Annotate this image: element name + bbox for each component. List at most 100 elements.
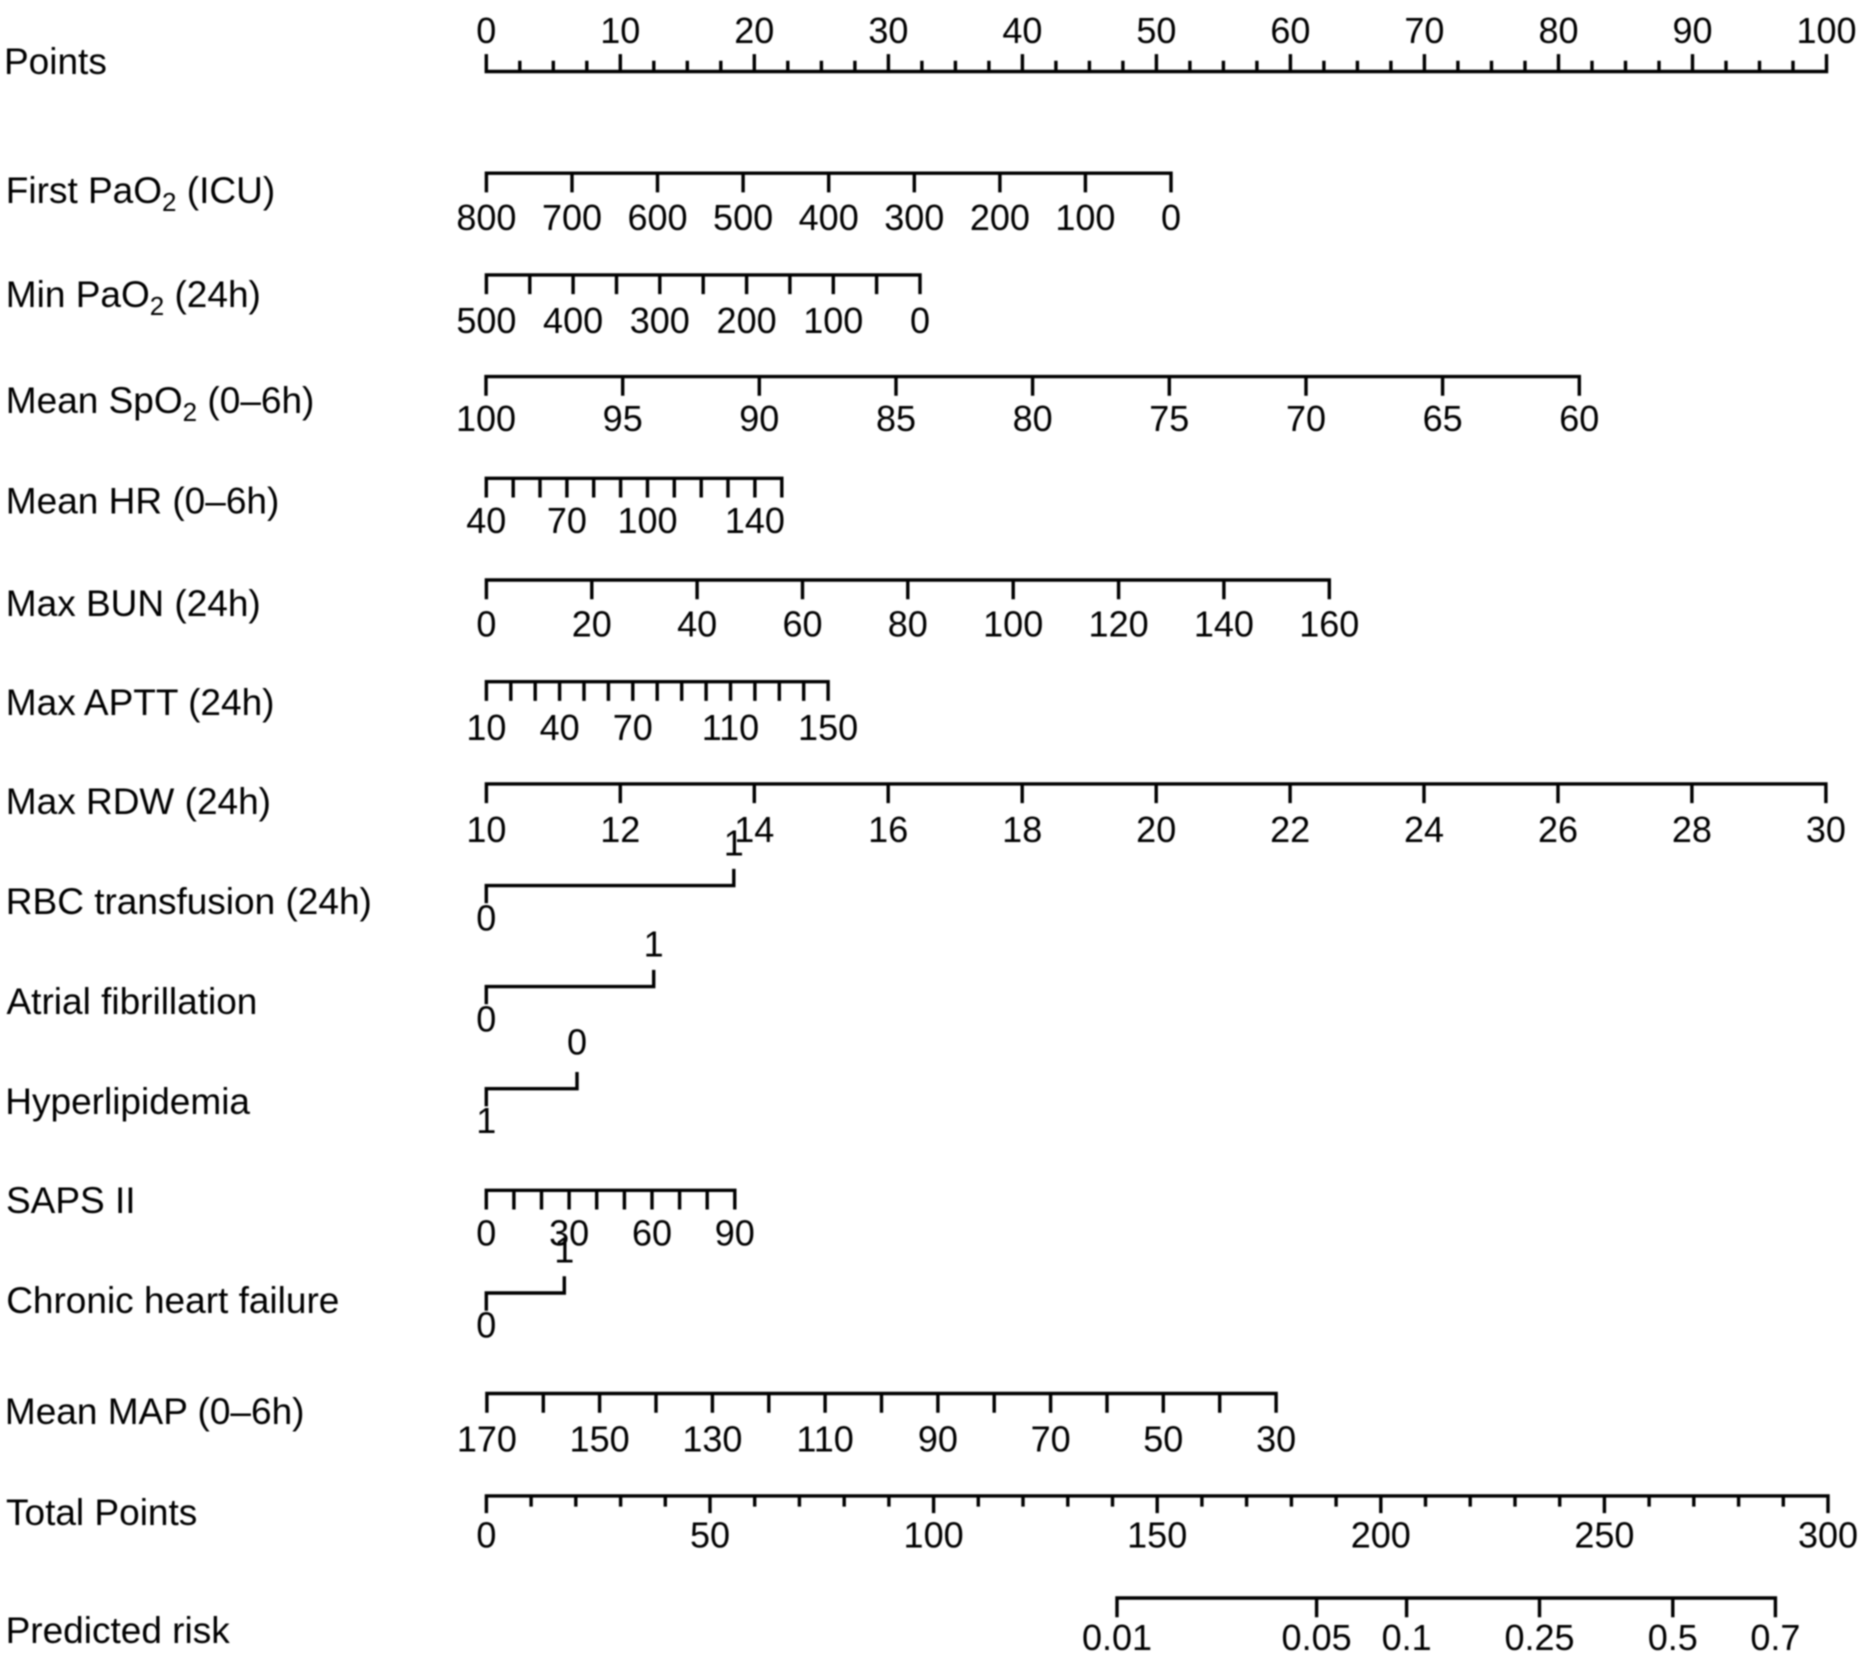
- svg-text:0: 0: [1161, 197, 1181, 238]
- svg-text:0.1: 0.1: [1382, 1617, 1432, 1658]
- svg-text:1: 1: [644, 923, 664, 964]
- svg-text:250: 250: [1574, 1515, 1634, 1556]
- svg-text:Total Points: Total Points: [6, 1492, 197, 1533]
- svg-text:Min PaO2 (24h): Min PaO2 (24h): [6, 274, 261, 321]
- svg-text:70: 70: [1031, 1419, 1071, 1460]
- svg-text:700: 700: [542, 197, 602, 238]
- svg-text:Mean SpO2 (0–6h): Mean SpO2 (0–6h): [6, 380, 315, 427]
- svg-text:40: 40: [677, 604, 717, 645]
- svg-text:10: 10: [466, 809, 506, 850]
- svg-text:24: 24: [1404, 809, 1444, 850]
- svg-text:Points: Points: [4, 41, 107, 82]
- svg-text:0.7: 0.7: [1750, 1617, 1800, 1658]
- svg-text:10: 10: [600, 10, 640, 51]
- svg-text:28: 28: [1672, 809, 1712, 850]
- svg-text:500: 500: [456, 300, 516, 341]
- svg-text:50: 50: [1143, 1419, 1183, 1460]
- svg-text:150: 150: [798, 707, 858, 748]
- svg-text:16: 16: [868, 809, 908, 850]
- svg-text:300: 300: [630, 300, 690, 341]
- svg-text:SAPS II: SAPS II: [6, 1180, 136, 1221]
- svg-text:60: 60: [632, 1213, 672, 1254]
- svg-text:12: 12: [600, 809, 640, 850]
- svg-text:200: 200: [970, 197, 1030, 238]
- svg-text:Max BUN (24h): Max BUN (24h): [6, 583, 261, 624]
- svg-text:0: 0: [476, 1213, 496, 1254]
- svg-text:0: 0: [476, 10, 496, 51]
- svg-text:100: 100: [617, 500, 677, 541]
- svg-text:10: 10: [466, 707, 506, 748]
- svg-text:Predicted risk: Predicted risk: [6, 1610, 231, 1651]
- svg-text:90: 90: [918, 1419, 958, 1460]
- svg-text:70: 70: [547, 500, 587, 541]
- svg-text:0: 0: [476, 1305, 496, 1346]
- svg-text:0.01: 0.01: [1082, 1617, 1152, 1658]
- svg-text:RBC transfusion (24h): RBC transfusion (24h): [6, 881, 372, 922]
- svg-text:200: 200: [1351, 1515, 1411, 1556]
- svg-text:1: 1: [476, 1100, 496, 1141]
- svg-text:Max APTT (24h): Max APTT (24h): [6, 682, 275, 723]
- svg-text:100: 100: [904, 1515, 964, 1556]
- svg-text:Atrial fibrillation: Atrial fibrillation: [7, 981, 258, 1022]
- svg-text:20: 20: [734, 10, 774, 51]
- svg-text:40: 40: [466, 500, 506, 541]
- svg-text:50: 50: [690, 1515, 730, 1556]
- svg-text:Chronic heart failure: Chronic heart failure: [6, 1280, 339, 1321]
- svg-text:65: 65: [1423, 398, 1463, 439]
- svg-text:75: 75: [1149, 398, 1189, 439]
- svg-text:170: 170: [457, 1419, 517, 1460]
- svg-text:0: 0: [476, 1515, 496, 1556]
- svg-text:400: 400: [799, 197, 859, 238]
- svg-text:1: 1: [724, 823, 744, 864]
- svg-text:100: 100: [456, 398, 516, 439]
- svg-text:120: 120: [1089, 604, 1149, 645]
- svg-text:95: 95: [603, 398, 643, 439]
- svg-text:100: 100: [983, 604, 1043, 645]
- svg-text:150: 150: [570, 1419, 630, 1460]
- svg-text:300: 300: [1798, 1515, 1858, 1556]
- svg-text:0.5: 0.5: [1648, 1617, 1698, 1658]
- svg-text:160: 160: [1299, 604, 1359, 645]
- svg-text:50: 50: [1136, 10, 1176, 51]
- svg-text:90: 90: [739, 398, 779, 439]
- svg-text:140: 140: [1194, 604, 1254, 645]
- svg-text:Hyperlipidemia: Hyperlipidemia: [5, 1081, 250, 1122]
- svg-text:80: 80: [888, 604, 928, 645]
- svg-text:0: 0: [476, 999, 496, 1040]
- svg-text:0: 0: [476, 604, 496, 645]
- svg-text:30: 30: [1256, 1419, 1296, 1460]
- svg-text:30: 30: [1806, 809, 1846, 850]
- svg-text:90: 90: [715, 1213, 755, 1254]
- svg-text:1: 1: [554, 1230, 574, 1271]
- svg-text:200: 200: [717, 300, 777, 341]
- svg-text:14: 14: [734, 809, 774, 850]
- svg-text:600: 600: [627, 197, 687, 238]
- svg-text:70: 70: [613, 707, 653, 748]
- svg-text:90: 90: [1672, 10, 1712, 51]
- svg-text:100: 100: [803, 300, 863, 341]
- svg-text:300: 300: [884, 197, 944, 238]
- svg-text:Max RDW (24h): Max RDW (24h): [6, 781, 271, 822]
- svg-text:Mean HR (0–6h): Mean HR (0–6h): [6, 481, 280, 522]
- svg-text:60: 60: [1270, 10, 1310, 51]
- svg-text:800: 800: [456, 197, 516, 238]
- svg-text:60: 60: [1559, 398, 1599, 439]
- svg-text:22: 22: [1270, 809, 1310, 850]
- svg-text:0.25: 0.25: [1504, 1617, 1574, 1658]
- svg-text:150: 150: [1127, 1515, 1187, 1556]
- svg-text:18: 18: [1002, 809, 1042, 850]
- svg-text:First PaO2 (ICU): First PaO2 (ICU): [6, 170, 275, 217]
- svg-text:500: 500: [713, 197, 773, 238]
- svg-text:30: 30: [549, 1213, 589, 1254]
- svg-text:140: 140: [725, 500, 785, 541]
- svg-text:110: 110: [702, 707, 759, 748]
- svg-text:20: 20: [572, 604, 612, 645]
- svg-text:130: 130: [682, 1419, 742, 1460]
- svg-text:20: 20: [1136, 809, 1176, 850]
- svg-text:40: 40: [1002, 10, 1042, 51]
- svg-text:70: 70: [1286, 398, 1326, 439]
- svg-text:26: 26: [1538, 809, 1578, 850]
- svg-text:0: 0: [910, 300, 930, 341]
- svg-text:80: 80: [1013, 398, 1053, 439]
- svg-text:100: 100: [1796, 10, 1856, 51]
